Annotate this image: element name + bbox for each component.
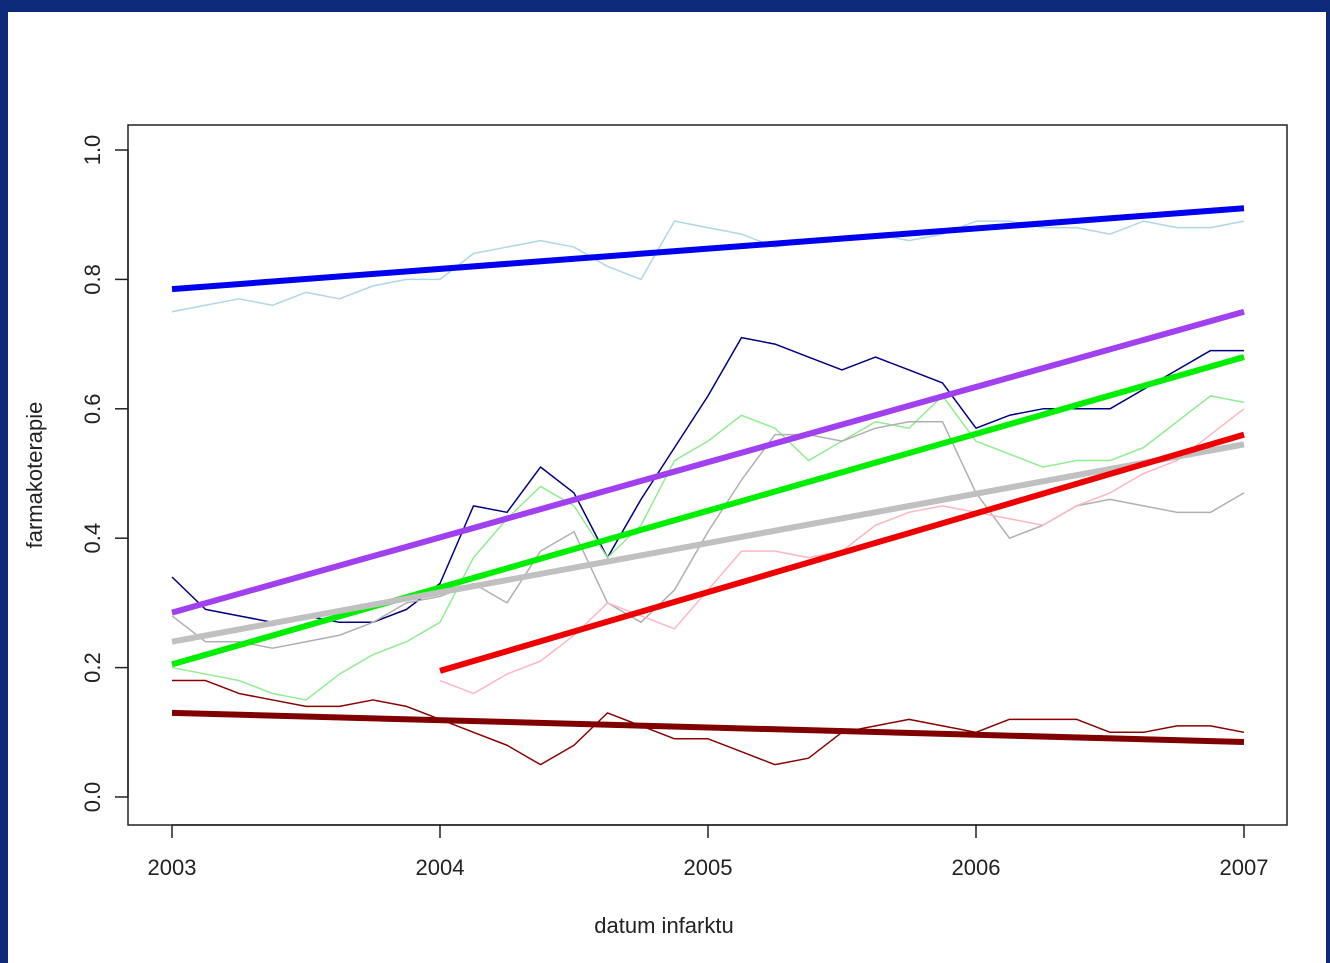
y-axis-label: farmakoterapie [22,402,47,549]
x-tick-label: 2007 [1220,855,1269,880]
x-tick-label: 2005 [684,855,733,880]
slide: datum infarktu farmakoterapie 2003 2004 20… [8,12,1326,963]
series-line [171,354,1245,668]
series-line [172,679,1245,766]
series-line [171,308,1245,616]
y-tick-label: 1.0 [80,135,105,166]
series-line [439,431,1245,674]
y-tick-label: 0.8 [80,264,105,295]
x-tick-label: 2004 [416,855,465,880]
series-line [171,220,1245,313]
y-tick-label: 0.0 [80,782,105,813]
y-tick-label: 0.2 [80,652,105,683]
x-tick-label: 2006 [952,855,1001,880]
x-tick-label: 2003 [148,855,197,880]
series-line [171,441,1245,645]
series-line [171,205,1245,293]
y-tick-label: 0.6 [80,394,105,425]
chart: datum infarktu farmakoterapie 2003 2004 20… [22,124,1288,938]
x-axis-label: datum infarktu [594,913,733,938]
series-line [171,709,1245,746]
y-tick-label: 0.4 [80,523,105,554]
series-line [171,395,1245,701]
